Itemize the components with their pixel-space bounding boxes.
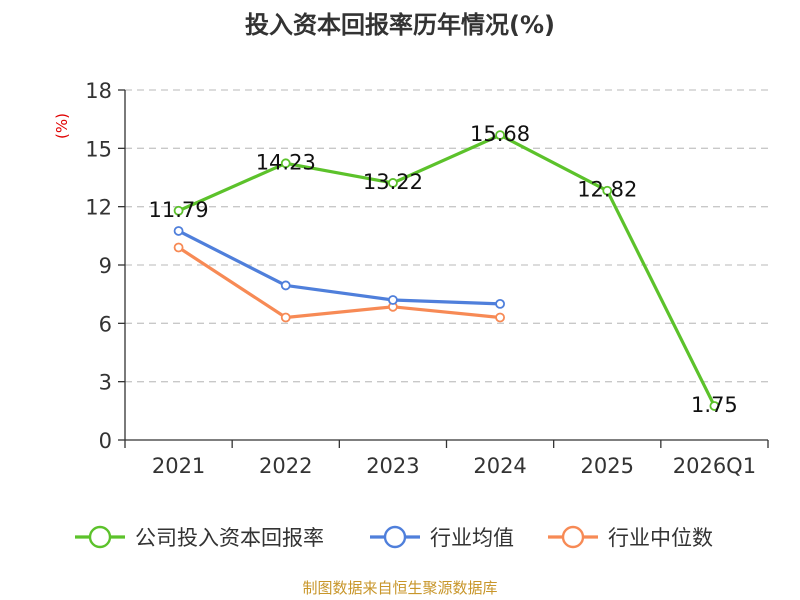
y-tick-label-0: 0 — [99, 429, 112, 453]
data-label-2022: 14.23 — [256, 150, 316, 174]
series-lines — [173, 130, 720, 411]
y-tick-label-9: 9 — [99, 254, 112, 278]
series-line-1 — [176, 229, 502, 306]
source-note: 制图数据来自恒生聚源数据库 — [302, 579, 497, 597]
x-tick-label-2024: 2024 — [473, 454, 526, 478]
legend: 公司投入资本回报率 行业均值 行业中位数 — [75, 525, 713, 550]
x-tick-label-2021: 2021 — [152, 454, 205, 478]
data-label-2025: 12.82 — [577, 178, 637, 202]
series-line-0 — [176, 133, 717, 408]
y-tick-label-6: 6 — [99, 312, 112, 336]
legend-marker-1 — [383, 525, 407, 549]
chart-title: 投入资本回报率历年情况(%) — [245, 11, 555, 39]
axes: 0 3 6 9 12 15 18 2021 2022 2023 2024 2025 2026Q1 — [85, 79, 769, 478]
y-tick-label-12: 12 — [85, 196, 112, 220]
legend-marker-0 — [88, 525, 112, 549]
y-tick-label-3: 3 — [99, 371, 112, 395]
data-point-s0-2021 — [173, 205, 184, 216]
x-tick-label-2026Q1: 2026Q1 — [673, 454, 756, 478]
data-point-s1-2022 — [280, 280, 291, 291]
data-point-s1-2024 — [495, 298, 505, 309]
data-label-2024: 15.68 — [470, 122, 530, 146]
data-point-s0-2025 — [602, 185, 613, 196]
y-tick-label-15: 15 — [85, 137, 112, 161]
gridlines — [125, 89, 768, 383]
series-line-2 — [176, 245, 502, 320]
data-point-s0-2024 — [495, 130, 505, 141]
x-tick-label-2025: 2025 — [581, 454, 634, 478]
legend-label-1: 行业均值 — [430, 526, 514, 550]
legend-label-0: 公司投入资本回报率 — [135, 526, 324, 550]
data-point-s1-2021 — [173, 226, 184, 236]
data-label-2023: 13.22 — [363, 170, 423, 194]
x-tick-label-2022: 2022 — [259, 454, 312, 478]
y-axis-unit-label: (%) — [53, 113, 71, 139]
data-point-s1-2023 — [388, 295, 398, 305]
data-point-s0-2022 — [280, 158, 291, 169]
data-point-s2-2021 — [173, 242, 184, 253]
y-tick-label-18: 18 — [85, 79, 112, 103]
data-point-s0-2023 — [388, 178, 398, 188]
data-label-2026Q1: 1.75 — [691, 393, 738, 417]
data-label-2021: 11.79 — [149, 198, 209, 222]
data-point-s2-2024 — [495, 312, 505, 323]
legend-label-2: 行业中位数 — [608, 526, 713, 550]
data-point-s2-2022 — [280, 312, 291, 323]
data-point-s0-2026Q1 — [709, 401, 720, 411]
x-tick-label-2023: 2023 — [366, 454, 419, 478]
data-labels: 11.79 14.23 13.22 15.68 12.82 1.75 — [149, 122, 738, 417]
legend-marker-2 — [561, 525, 585, 549]
